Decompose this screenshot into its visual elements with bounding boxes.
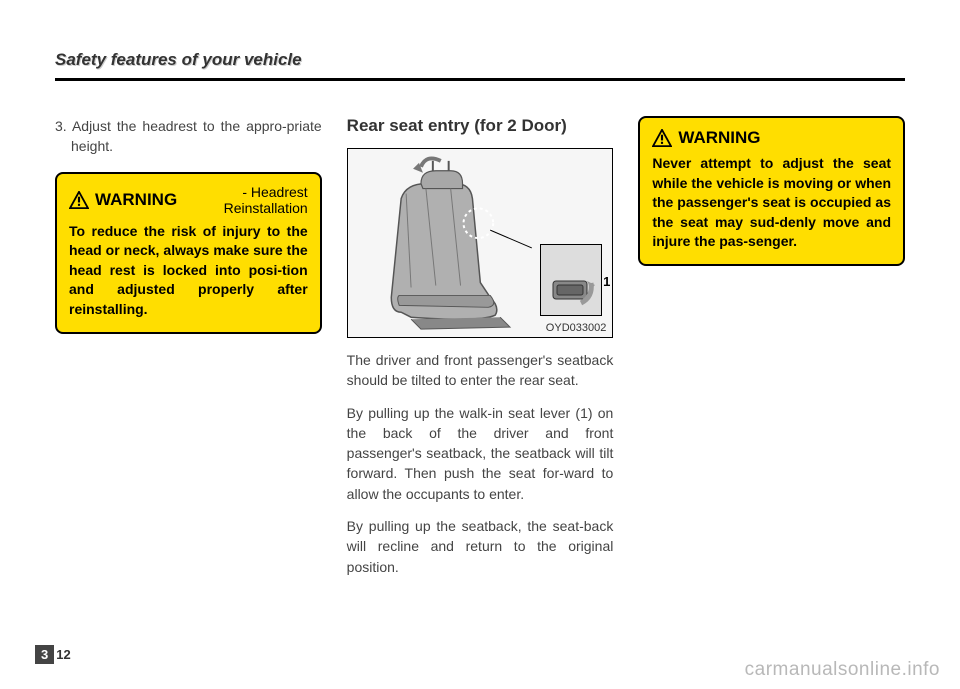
page-number: 12: [56, 647, 70, 662]
warning-subtitle: - Headrest Reinstallation: [183, 184, 308, 216]
page-header-title: Safety features of your vehicle: [55, 50, 905, 70]
warning-box-seat-adjust: WARNING Never attempt to adjust the seat…: [638, 116, 905, 266]
content-columns: 3. Adjust the headrest to the appro-pria…: [55, 116, 905, 589]
header-rule: [55, 78, 905, 81]
step-text: 3. Adjust the headrest to the appro-pria…: [55, 116, 322, 157]
watermark-text: carmanualsonline.info: [745, 659, 940, 681]
callout-number: 1: [603, 274, 610, 289]
chapter-number: 3: [35, 645, 54, 664]
warning-header: WARNING: [652, 128, 891, 148]
seat-diagram: 1 OYD033002: [347, 148, 614, 338]
page-footer: 312: [35, 645, 71, 664]
warning-triangle-icon: [652, 129, 672, 147]
column-2: Rear seat entry (for 2 Door): [347, 116, 614, 589]
diagram-code: OYD033002: [546, 322, 607, 334]
warning-label: WARNING: [95, 190, 177, 210]
warning-header: WARNING - Headrest Reinstallation: [69, 184, 308, 216]
warning-box-headrest: WARNING - Headrest Reinstallation To red…: [55, 172, 322, 334]
warning-body: To reduce the risk of injury to the head…: [69, 222, 308, 320]
paragraph: By pulling up the seatback, the seat-bac…: [347, 516, 614, 577]
warning-body: Never attempt to adjust the seat while t…: [652, 154, 891, 252]
paragraph: By pulling up the walk-in seat lever (1)…: [347, 403, 614, 504]
section-heading: Rear seat entry (for 2 Door): [347, 116, 614, 136]
warning-triangle-icon: [69, 191, 89, 209]
column-1: 3. Adjust the headrest to the appro-pria…: [55, 116, 322, 589]
column-3: WARNING Never attempt to adjust the seat…: [638, 116, 905, 589]
warning-label: WARNING: [678, 128, 760, 148]
diagram-callout-box: [540, 244, 602, 316]
paragraph: The driver and front passenger's seatbac…: [347, 350, 614, 391]
manual-page: Safety features of your vehicle 3. Adjus…: [0, 0, 960, 689]
